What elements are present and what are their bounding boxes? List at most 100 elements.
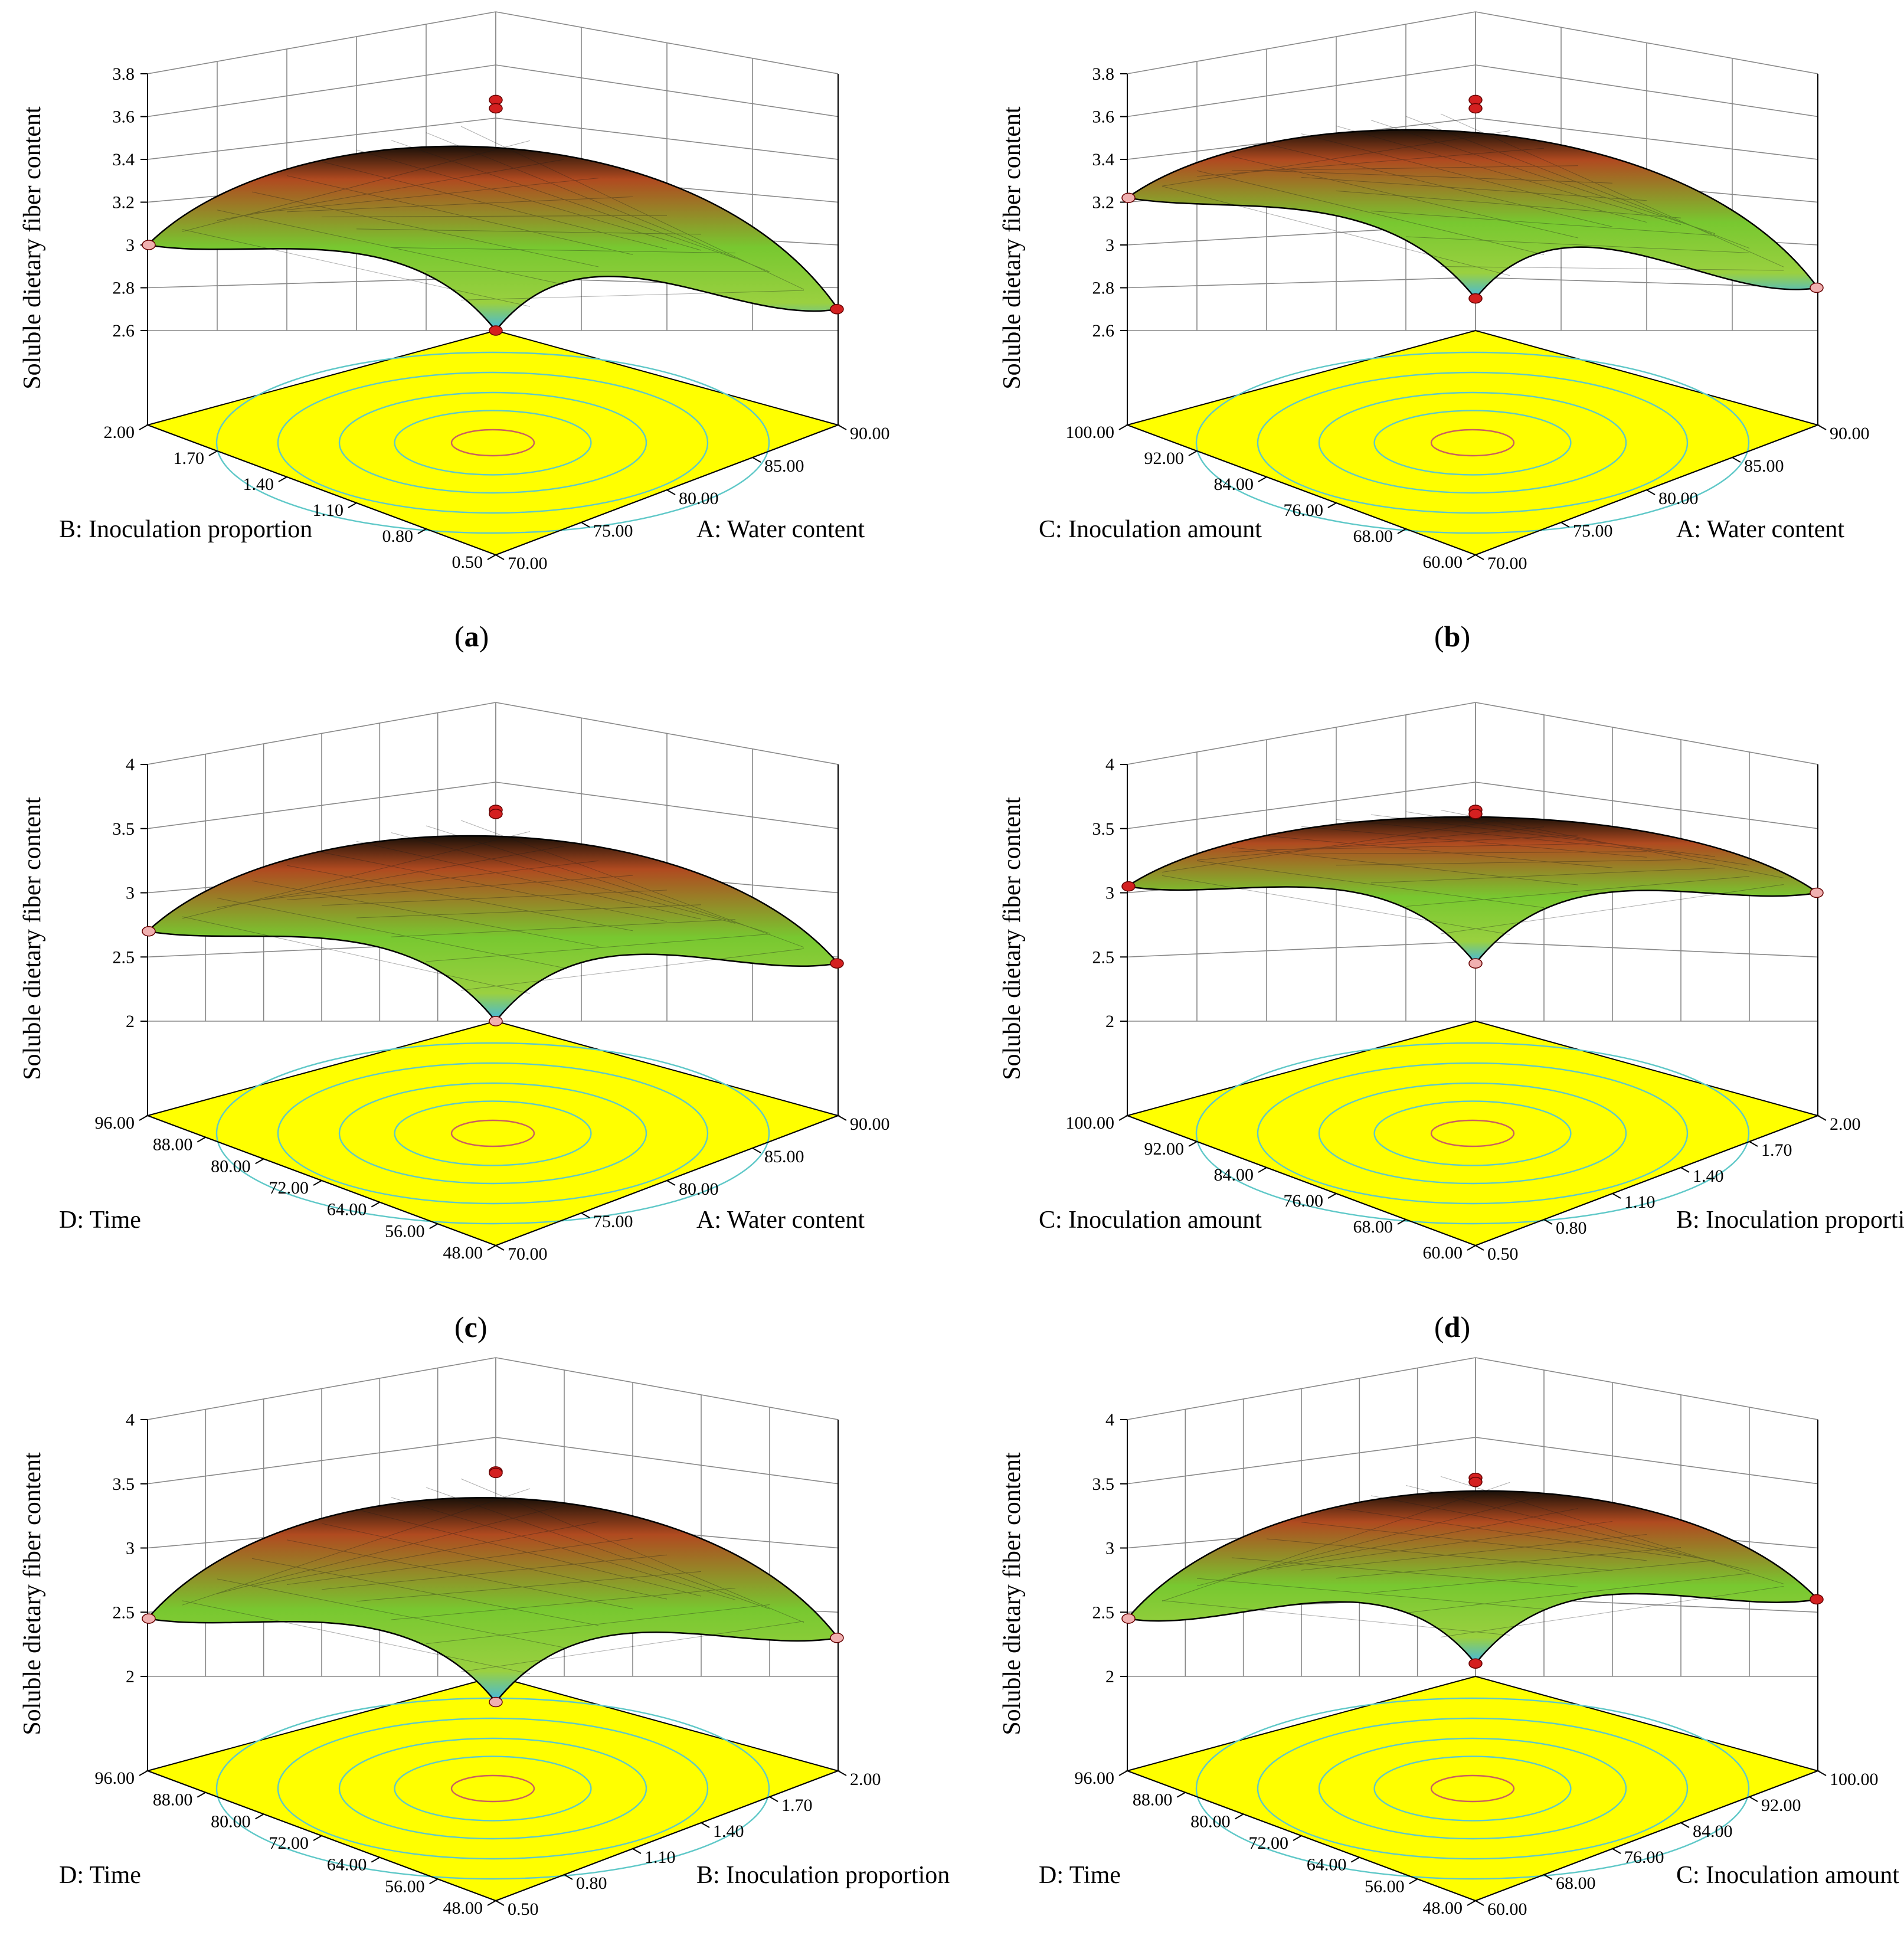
design-point [489, 1016, 503, 1026]
mesh-line [356, 228, 702, 235]
right-tick-label: 2.00 [850, 1770, 881, 1789]
right-tick-mark [632, 1848, 642, 1854]
mesh-line [286, 865, 633, 931]
right-tick-label: 92.00 [1761, 1796, 1801, 1815]
right-axis-title: A: Water content [696, 1207, 865, 1234]
right-tick-mark [581, 522, 590, 528]
surface-mesh [182, 820, 804, 994]
mesh-line [1196, 826, 1545, 861]
design-point [1121, 192, 1136, 203]
design-point [1468, 293, 1483, 304]
grid-line [495, 117, 839, 160]
mesh-line [1336, 1547, 1681, 1579]
mesh-line [356, 149, 702, 251]
grid-line [147, 64, 496, 117]
mesh-line [391, 832, 736, 924]
grid-line [1127, 277, 1476, 289]
left-tick-label: 76.00 [1284, 501, 1324, 520]
left-floor-edge [1127, 424, 1476, 555]
z-tick-label: 4 [1105, 755, 1114, 774]
grid-line [1475, 64, 1818, 117]
left-floor-edge [147, 1115, 496, 1246]
left-tick-mark [1467, 554, 1476, 560]
left-tick-label: 48.00 [443, 1243, 483, 1263]
right-tick-label: 80.00 [1658, 489, 1699, 508]
contour-line [338, 1737, 647, 1840]
floor-contours [1195, 1697, 1750, 1880]
mesh-line [321, 852, 668, 922]
mesh-line [1162, 818, 1510, 873]
right-tick-mark [838, 1115, 847, 1121]
mesh-line [1370, 120, 1716, 234]
mesh-line [321, 161, 668, 250]
z-tick-label: 3.2 [113, 193, 135, 212]
left-tick-label: 60.00 [1423, 552, 1463, 572]
grid-line [1475, 941, 1818, 958]
panel-b: 2.6 2.8 3 3.2 3.4 3.6 3.8 100.00 92.00 84.00 76.00… [999, 11, 1870, 653]
left-tick-label: 72.00 [269, 1178, 309, 1198]
z-tick-label: 4 [1105, 1410, 1114, 1430]
right-tick-label: 2.00 [1830, 1114, 1861, 1134]
left-tick-label: 64.00 [327, 1855, 367, 1875]
z-axis-title: Soluble dietary fiber content [999, 797, 1026, 1080]
mesh-line [286, 175, 633, 255]
mesh-line [1231, 1557, 1579, 1588]
right-tick-mark [1561, 522, 1570, 528]
contour-line-center [1430, 429, 1515, 457]
z-tick-label: 4 [126, 1410, 135, 1430]
right-tick-label: 90.00 [1830, 424, 1870, 443]
design-point [1810, 282, 1824, 293]
response-surface [1125, 129, 1820, 300]
surface-mesh [182, 126, 804, 307]
left-tick-mark [1258, 476, 1267, 482]
panel-label-open: ( [1434, 620, 1444, 653]
left-tick-label: 1.10 [313, 501, 344, 520]
left-axis-title: D: Time [59, 1862, 141, 1889]
surface-mesh [1162, 1476, 1784, 1638]
right-tick-mark [838, 1770, 847, 1776]
left-tick-label: 48.00 [1423, 1898, 1463, 1918]
left-tick-label: 80.00 [1190, 1812, 1231, 1831]
panel-label: (d) [1434, 1310, 1470, 1343]
left-tick-mark [313, 1835, 322, 1841]
right-tick-label: 75.00 [593, 1212, 633, 1231]
grid-line [147, 782, 496, 829]
right-tick-label: 60.00 [1487, 1900, 1527, 1919]
grid-line [147, 11, 496, 74]
right-tick-label: 1.10 [1624, 1192, 1656, 1212]
left-tick-label: 96.00 [95, 1113, 135, 1133]
left-tick-mark [1188, 450, 1198, 456]
grid-line [147, 1357, 496, 1420]
right-tick-label: 76.00 [1624, 1848, 1664, 1867]
mesh-line [356, 1571, 702, 1602]
right-tick-mark [1646, 489, 1656, 495]
right-tick-mark [1749, 1796, 1758, 1802]
left-tick-label: 80.00 [211, 1156, 251, 1176]
left-tick-mark [1350, 1856, 1360, 1863]
right-tick-mark [1543, 1874, 1553, 1880]
mesh-line [1162, 186, 1510, 276]
mesh-line [286, 1539, 633, 1610]
z-tick-label: 3 [126, 884, 135, 903]
contour-line [1195, 1042, 1750, 1225]
left-tick-label: 100.00 [1066, 423, 1115, 442]
right-floor-edge [495, 1770, 839, 1901]
right-tick-mark [752, 1147, 761, 1153]
mesh-line [1231, 847, 1579, 885]
mesh-line [391, 1497, 736, 1600]
right-tick-mark [1817, 1770, 1827, 1776]
grid-line [495, 702, 839, 765]
left-tick-mark [429, 1878, 439, 1885]
grid-line [1475, 1437, 1818, 1485]
mesh-line [356, 841, 702, 920]
contour-line [394, 1100, 592, 1166]
mesh-line [251, 1521, 599, 1587]
mesh-line [1196, 860, 1545, 908]
mesh-line [1266, 835, 1613, 868]
right-tick-label: 85.00 [764, 456, 804, 476]
panel-label-close: ) [477, 1310, 488, 1343]
right-tick-label: 1.70 [781, 1796, 813, 1815]
contour-line [1257, 371, 1689, 514]
right-tick-label: 84.00 [1693, 1822, 1733, 1841]
z-tick-label: 3.5 [1092, 819, 1115, 839]
